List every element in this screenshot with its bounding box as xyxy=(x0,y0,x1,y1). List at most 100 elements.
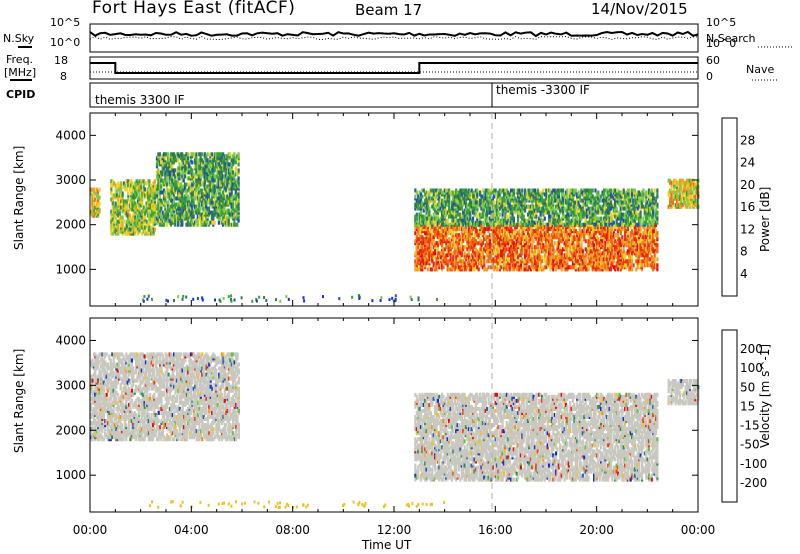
echo-cell xyxy=(550,265,553,270)
echo-cell xyxy=(502,218,506,223)
echo-cell xyxy=(199,156,202,161)
echo-cell xyxy=(532,239,535,244)
echo-cell xyxy=(642,241,645,246)
echo-cell xyxy=(212,164,215,169)
echo-cell xyxy=(224,200,227,205)
echo-cell xyxy=(487,216,490,221)
echo-cell xyxy=(590,233,593,238)
echo-cell xyxy=(564,198,568,203)
echo-cell xyxy=(508,212,511,217)
echo-cell xyxy=(224,178,227,183)
echo-cell xyxy=(199,178,202,183)
echo-cell xyxy=(177,158,180,163)
echo-cell xyxy=(222,160,225,165)
echo-cell xyxy=(137,189,140,194)
echo-cell xyxy=(505,225,508,230)
echo-cell xyxy=(591,267,594,272)
echo-cell xyxy=(556,188,559,193)
echo-cell xyxy=(569,257,572,262)
echo-cell xyxy=(636,255,639,260)
echo-cell xyxy=(549,218,552,223)
echo-cell xyxy=(531,243,534,248)
echo-cell xyxy=(181,218,184,223)
echo-cell xyxy=(488,192,492,197)
echo-cell xyxy=(165,210,168,215)
echo-cell xyxy=(470,225,473,230)
echo-cell xyxy=(470,229,473,234)
echo-cell xyxy=(414,239,417,244)
echo-cell xyxy=(171,198,174,203)
echo-cell xyxy=(562,222,565,227)
echo-cell xyxy=(164,170,167,175)
echo-cell xyxy=(236,192,239,197)
echo-cell xyxy=(569,265,572,270)
echo-cell xyxy=(518,233,521,238)
echo-cell xyxy=(470,204,473,209)
echo-cell xyxy=(559,245,562,250)
echo-cell xyxy=(435,227,438,232)
echo-cell xyxy=(169,204,173,209)
echo-cell xyxy=(652,239,655,244)
echo-cell xyxy=(414,222,417,227)
echo-cell xyxy=(604,245,607,250)
echo-cell xyxy=(519,241,522,246)
echo-cell xyxy=(522,241,525,246)
echo-cell xyxy=(168,176,171,181)
echo-cell xyxy=(418,212,421,217)
echo-cell xyxy=(486,202,489,207)
echo-cell xyxy=(111,231,114,236)
echo-cell xyxy=(436,255,439,260)
echo-cell xyxy=(459,216,462,221)
echo-cell xyxy=(524,200,527,205)
echo-cell xyxy=(438,225,441,230)
echo-cell xyxy=(189,178,192,183)
echo-cell xyxy=(425,222,428,227)
echo-cell xyxy=(491,261,494,266)
echo-cell xyxy=(428,192,431,197)
echo-cell xyxy=(556,247,559,252)
echo-cell xyxy=(448,198,451,203)
echo-cell xyxy=(419,231,423,236)
echo-cell xyxy=(518,206,521,211)
echo-cell xyxy=(481,241,484,246)
echo-cell xyxy=(605,257,608,262)
echo-cell xyxy=(571,247,575,252)
echo-cell xyxy=(638,245,641,250)
echo-cell xyxy=(480,220,483,225)
echo-cell xyxy=(566,194,569,199)
echo-cell xyxy=(526,218,530,223)
echo-cell xyxy=(452,190,455,195)
echo-cell xyxy=(174,182,177,187)
echo-cell xyxy=(181,192,184,197)
echo-cell xyxy=(139,181,142,186)
echo-cell xyxy=(566,212,569,217)
echo-cell xyxy=(205,174,208,179)
echo-cell xyxy=(462,218,465,223)
echo-cell xyxy=(566,267,569,272)
echo-cell xyxy=(593,227,596,232)
echo-cell xyxy=(543,208,546,213)
echo-cell xyxy=(597,251,600,256)
echo-cell xyxy=(594,237,597,242)
echo-cell xyxy=(191,208,194,213)
echo-cell xyxy=(519,225,522,230)
echo-cell xyxy=(487,204,490,209)
echo-cell xyxy=(645,253,648,258)
echo-cell xyxy=(226,208,229,213)
echo-cell xyxy=(609,239,613,244)
echo-cell xyxy=(182,178,185,183)
echo-cell xyxy=(431,267,434,272)
echo-cell xyxy=(543,231,546,236)
echo-cell xyxy=(195,160,198,165)
echo-cell xyxy=(445,208,448,213)
echo-cell xyxy=(469,210,472,215)
echo-cell xyxy=(539,237,542,242)
echo-cell xyxy=(182,170,185,175)
echo-cell xyxy=(618,255,621,260)
echo-cell xyxy=(213,174,216,179)
echo-cell xyxy=(476,249,479,254)
echo-cell xyxy=(227,200,230,205)
echo-cell xyxy=(138,193,141,198)
echo-cell xyxy=(555,190,558,195)
echo-cell xyxy=(539,198,542,203)
